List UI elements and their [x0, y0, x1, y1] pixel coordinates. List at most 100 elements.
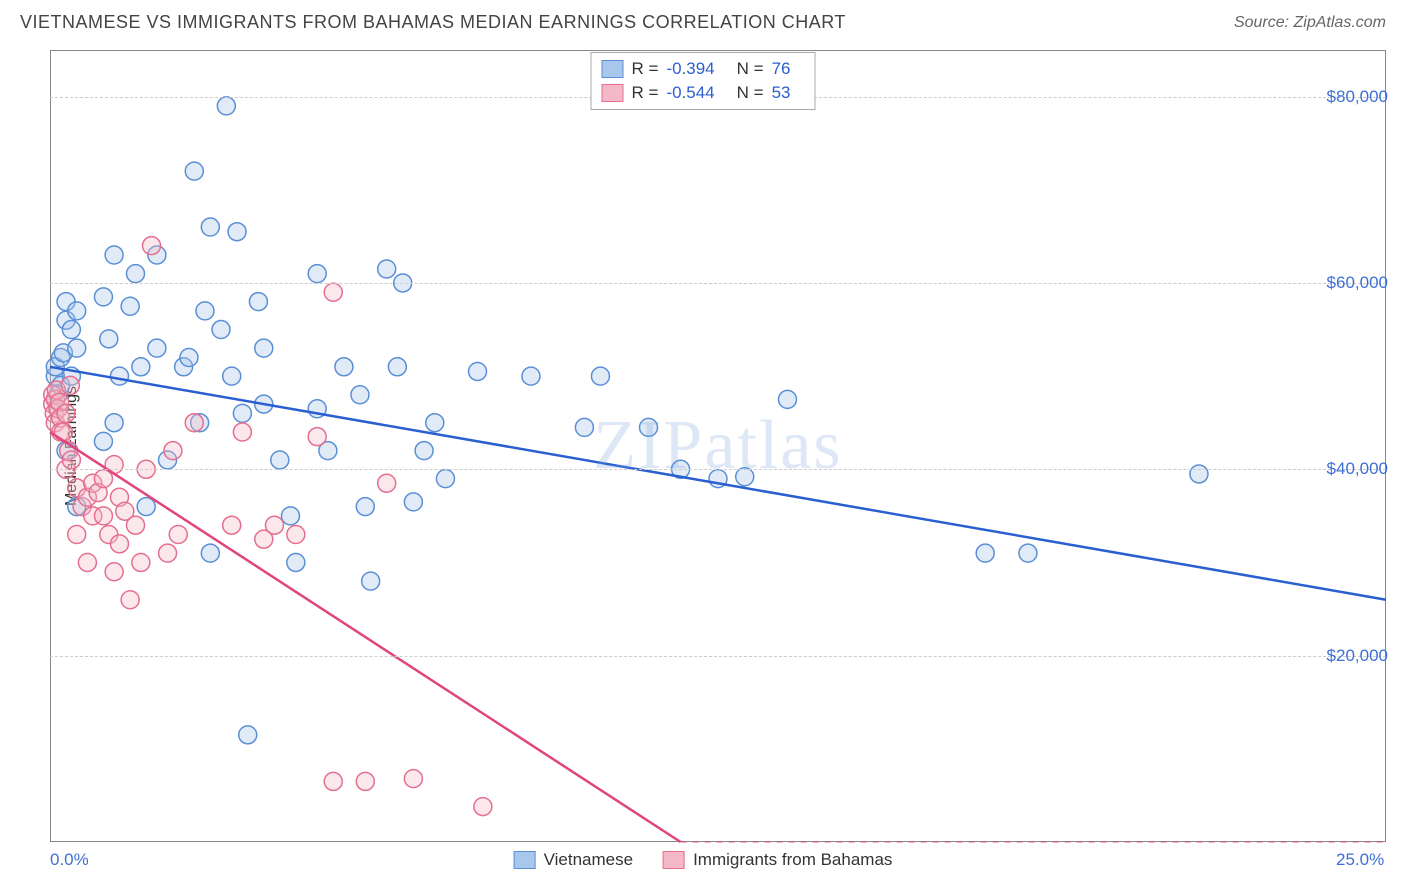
data-point — [351, 386, 369, 404]
legend-stat-row: R = -0.394 N = 76 — [602, 57, 805, 81]
legend-label: Immigrants from Bahamas — [693, 850, 892, 870]
legend-swatch — [663, 851, 685, 869]
data-point — [148, 339, 166, 357]
data-point — [100, 330, 118, 348]
data-point — [180, 348, 198, 366]
data-point — [474, 798, 492, 816]
data-point — [132, 553, 150, 571]
y-tick-label: $60,000 — [1327, 273, 1388, 293]
data-point — [640, 418, 658, 436]
data-point — [356, 772, 374, 790]
legend-swatch — [514, 851, 536, 869]
data-point — [62, 321, 80, 339]
data-point — [105, 563, 123, 581]
data-point — [94, 432, 112, 450]
data-point — [404, 770, 422, 788]
data-point — [415, 442, 433, 460]
data-point — [121, 297, 139, 315]
data-point — [249, 293, 267, 311]
data-point — [217, 97, 235, 115]
data-point — [143, 237, 161, 255]
x-tick-label: 25.0% — [1336, 850, 1384, 870]
data-point — [522, 367, 540, 385]
stat-n-label: N = — [737, 83, 764, 103]
data-point — [212, 321, 230, 339]
chart-source: Source: ZipAtlas.com — [1234, 14, 1386, 32]
data-point — [169, 526, 187, 544]
legend-stats: R = -0.394 N = 76 R = -0.544 N = 53 — [591, 52, 816, 110]
x-tick-label: 0.0% — [50, 850, 89, 870]
data-point — [591, 367, 609, 385]
data-point — [233, 404, 251, 422]
data-point — [388, 358, 406, 376]
data-point — [736, 468, 754, 486]
data-point — [308, 265, 326, 283]
legend-item: Vietnamese — [514, 850, 633, 870]
data-point — [68, 339, 86, 357]
data-point — [271, 451, 289, 469]
data-point — [68, 526, 86, 544]
data-point — [1190, 465, 1208, 483]
data-point — [201, 218, 219, 236]
data-point — [62, 451, 80, 469]
data-point — [324, 283, 342, 301]
data-point — [127, 516, 145, 534]
y-tick-label: $40,000 — [1327, 459, 1388, 479]
data-point — [778, 390, 796, 408]
data-point — [121, 591, 139, 609]
y-tick-label: $80,000 — [1327, 87, 1388, 107]
stat-r-label: R = — [632, 83, 659, 103]
data-point — [1019, 544, 1037, 562]
stat-n-label: N = — [737, 59, 764, 79]
gridline — [50, 283, 1386, 284]
data-point — [110, 535, 128, 553]
data-point — [287, 526, 305, 544]
data-point — [233, 423, 251, 441]
stat-r-value: -0.394 — [666, 59, 714, 79]
data-point — [575, 418, 593, 436]
data-point — [324, 772, 342, 790]
chart-title: VIETNAMESE VS IMMIGRANTS FROM BAHAMAS ME… — [20, 12, 846, 33]
data-point — [105, 246, 123, 264]
data-point — [61, 376, 79, 394]
data-point — [201, 544, 219, 562]
data-point — [378, 260, 396, 278]
data-point — [404, 493, 422, 511]
y-tick-label: $20,000 — [1327, 646, 1388, 666]
data-point — [223, 367, 241, 385]
data-point — [68, 302, 86, 320]
stat-r-value: -0.544 — [666, 83, 714, 103]
trend-line — [50, 367, 1386, 600]
data-point — [57, 404, 75, 422]
data-point — [159, 544, 177, 562]
data-point — [281, 507, 299, 525]
data-point — [436, 470, 454, 488]
data-point — [185, 414, 203, 432]
data-point — [110, 367, 128, 385]
gridline — [50, 469, 1386, 470]
data-point — [223, 516, 241, 534]
data-point — [255, 339, 273, 357]
data-point — [239, 726, 257, 744]
stat-r-label: R = — [632, 59, 659, 79]
data-point — [94, 288, 112, 306]
legend-swatch — [602, 84, 624, 102]
data-point — [196, 302, 214, 320]
data-point — [378, 474, 396, 492]
data-point — [308, 428, 326, 446]
stat-n-value: 76 — [772, 59, 791, 79]
data-point — [976, 544, 994, 562]
data-point — [127, 265, 145, 283]
data-point — [105, 414, 123, 432]
data-point — [356, 498, 374, 516]
legend-swatch — [602, 60, 624, 78]
data-point — [426, 414, 444, 432]
data-point — [94, 507, 112, 525]
legend-series: Vietnamese Immigrants from Bahamas — [514, 850, 893, 870]
legend-label: Vietnamese — [544, 850, 633, 870]
data-point — [265, 516, 283, 534]
data-point — [54, 423, 72, 441]
data-point — [164, 442, 182, 460]
stat-n-value: 53 — [772, 83, 791, 103]
data-point — [335, 358, 353, 376]
